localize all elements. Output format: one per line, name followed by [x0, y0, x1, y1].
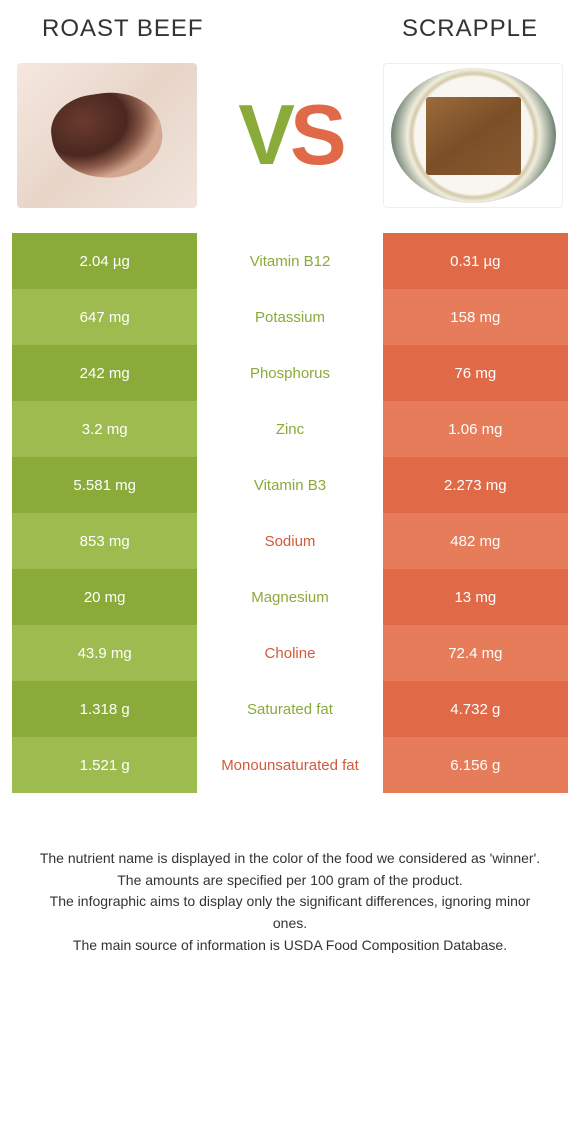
right-value: 0.31 µg: [383, 233, 568, 289]
left-value: 242 mg: [12, 345, 197, 401]
nutrient-row: 853 mgSodium482 mg: [12, 513, 568, 569]
footnote-line: The amounts are specified per 100 gram o…: [34, 870, 546, 892]
right-value: 13 mg: [383, 569, 568, 625]
nutrient-row: 242 mgPhosphorus76 mg: [12, 345, 568, 401]
vs-v: V: [238, 93, 290, 178]
footnote-line: The main source of information is USDA F…: [34, 935, 546, 957]
vs-s: S: [290, 93, 342, 178]
right-value: 4.732 g: [383, 681, 568, 737]
footnote-line: The nutrient name is displayed in the co…: [34, 848, 546, 870]
right-value: 76 mg: [383, 345, 568, 401]
nutrient-name: Potassium: [197, 289, 382, 345]
nutrient-table: 2.04 µgVitamin B120.31 µg647 mgPotassium…: [12, 233, 568, 793]
left-value: 20 mg: [12, 569, 197, 625]
right-value: 72.4 mg: [383, 625, 568, 681]
food-image-right: [383, 63, 563, 208]
right-value: 158 mg: [383, 289, 568, 345]
right-value: 482 mg: [383, 513, 568, 569]
food-image-left: [17, 63, 197, 208]
nutrient-name: Sodium: [197, 513, 382, 569]
left-value: 647 mg: [12, 289, 197, 345]
hero-row: VS: [12, 63, 568, 208]
nutrient-row: 5.581 mgVitamin B32.273 mg: [12, 457, 568, 513]
left-value: 1.318 g: [12, 681, 197, 737]
vs-label: VS: [238, 93, 341, 178]
title-right: Scrapple: [402, 15, 538, 43]
right-value: 6.156 g: [383, 737, 568, 793]
footnote-line: The infographic aims to display only the…: [34, 891, 546, 934]
left-value: 5.581 mg: [12, 457, 197, 513]
title-left: Roast Beef: [42, 15, 204, 43]
right-value: 1.06 mg: [383, 401, 568, 457]
nutrient-row: 647 mgPotassium158 mg: [12, 289, 568, 345]
nutrient-name: Magnesium: [197, 569, 382, 625]
nutrient-row: 3.2 mgZinc1.06 mg: [12, 401, 568, 457]
nutrient-name: Phosphorus: [197, 345, 382, 401]
nutrient-name: Vitamin B12: [197, 233, 382, 289]
left-value: 2.04 µg: [12, 233, 197, 289]
footnotes: The nutrient name is displayed in the co…: [12, 848, 568, 956]
left-value: 3.2 mg: [12, 401, 197, 457]
right-value: 2.273 mg: [383, 457, 568, 513]
nutrient-row: 1.521 gMonounsaturated fat6.156 g: [12, 737, 568, 793]
left-value: 1.521 g: [12, 737, 197, 793]
nutrient-row: 20 mgMagnesium13 mg: [12, 569, 568, 625]
left-value: 43.9 mg: [12, 625, 197, 681]
left-value: 853 mg: [12, 513, 197, 569]
nutrient-name: Vitamin B3: [197, 457, 382, 513]
nutrient-name: Choline: [197, 625, 382, 681]
nutrient-name: Monounsaturated fat: [197, 737, 382, 793]
title-row: Roast Beef Scrapple: [12, 15, 568, 43]
plate-icon: [391, 68, 556, 203]
nutrient-row: 2.04 µgVitamin B120.31 µg: [12, 233, 568, 289]
nutrient-row: 1.318 gSaturated fat4.732 g: [12, 681, 568, 737]
nutrient-name: Zinc: [197, 401, 382, 457]
nutrient-row: 43.9 mgCholine72.4 mg: [12, 625, 568, 681]
nutrient-name: Saturated fat: [197, 681, 382, 737]
